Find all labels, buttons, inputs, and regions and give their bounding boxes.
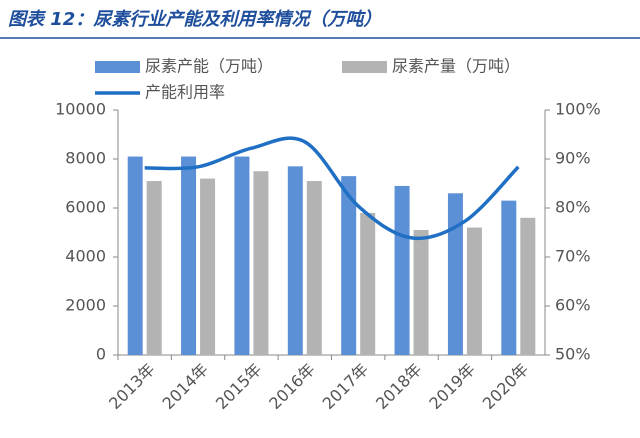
x-tick-label: 2013年 bbox=[105, 360, 159, 414]
y2-tick-label: 70% bbox=[555, 247, 591, 266]
y2-tick-label: 80% bbox=[555, 198, 591, 217]
y2-tick-label: 90% bbox=[555, 149, 591, 168]
bar bbox=[360, 212, 376, 355]
x-tick-label: 2018年 bbox=[372, 360, 426, 414]
bar bbox=[181, 156, 197, 355]
line bbox=[144, 136, 520, 241]
x-tick-label: 2017年 bbox=[319, 360, 373, 414]
y-tick-label: 10000 bbox=[55, 100, 106, 119]
bar bbox=[341, 176, 357, 355]
x-tick-label: 2016年 bbox=[265, 360, 319, 414]
legend-swatch bbox=[95, 61, 140, 73]
y-tick-label: 0 bbox=[96, 345, 106, 364]
chart-title: 图表 12：尿素行业产能及利用率情况（万吨） bbox=[8, 9, 381, 30]
legend-label: 尿素产量（万吨） bbox=[392, 57, 520, 76]
y-tick-label: 2000 bbox=[65, 296, 106, 315]
bar bbox=[394, 185, 410, 355]
bar bbox=[520, 217, 536, 355]
y-tick-label: 8000 bbox=[65, 149, 106, 168]
bar bbox=[501, 200, 517, 355]
x-tick-label: 2015年 bbox=[212, 360, 266, 414]
x-tick-label: 2020年 bbox=[479, 360, 533, 414]
x-tick-label: 2014年 bbox=[159, 360, 213, 414]
legend-label: 尿素产能（万吨） bbox=[145, 57, 273, 76]
bar bbox=[127, 156, 143, 355]
bar bbox=[413, 230, 429, 355]
legend-swatch bbox=[342, 61, 387, 73]
bar bbox=[146, 181, 162, 355]
y2-tick-label: 50% bbox=[555, 345, 591, 364]
bar bbox=[200, 178, 216, 355]
y2-tick-label: 100% bbox=[555, 100, 601, 119]
bar bbox=[447, 193, 463, 355]
bar bbox=[234, 156, 250, 355]
y2-tick-label: 60% bbox=[555, 296, 591, 315]
bar bbox=[287, 166, 303, 355]
legend-label: 产能利用率 bbox=[145, 83, 225, 102]
bar bbox=[306, 181, 322, 355]
y-tick-label: 6000 bbox=[65, 198, 106, 217]
bar bbox=[466, 227, 482, 355]
bar bbox=[253, 171, 269, 355]
x-tick-label: 2019年 bbox=[425, 360, 479, 414]
y-tick-label: 4000 bbox=[65, 247, 106, 266]
